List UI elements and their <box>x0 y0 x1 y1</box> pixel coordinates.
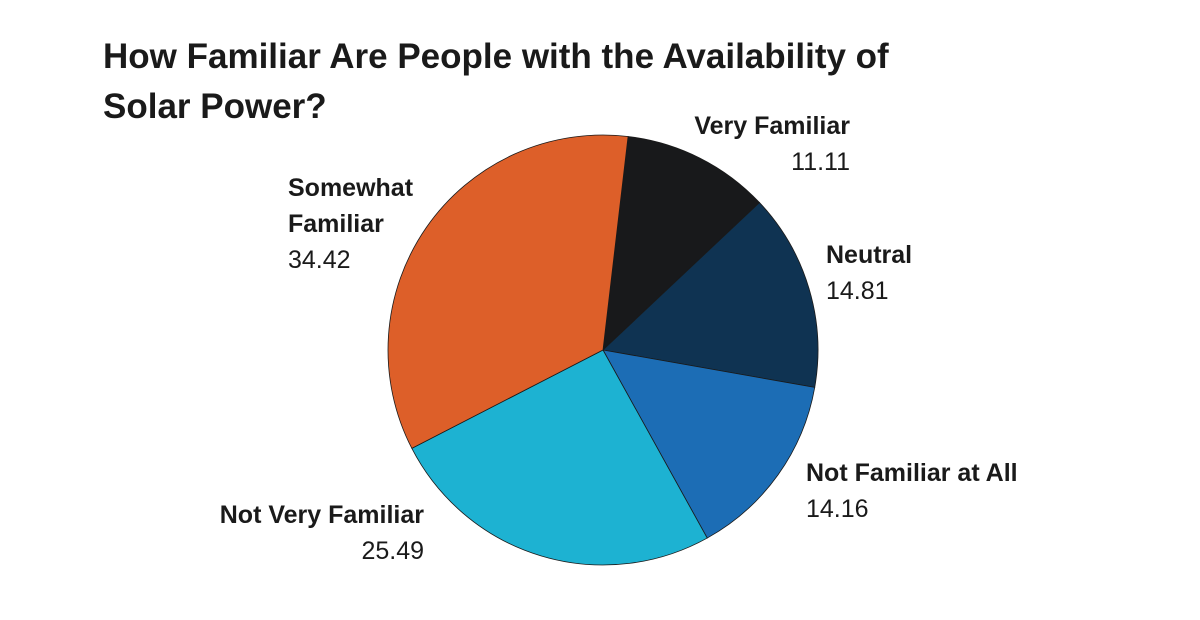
value-label: 25.49 <box>361 537 424 565</box>
value-label: 14.16 <box>806 495 869 523</box>
category-label: Not Familiar at All <box>806 459 1018 487</box>
pie-slice <box>411 349 708 566</box>
value-label: 34.42 <box>288 246 351 274</box>
slice-label: Neutral 14.81 <box>826 237 1026 309</box>
pie-slice <box>602 136 761 352</box>
slice-label: Not Very Familiar 25.49 <box>164 497 424 569</box>
category-label: Not Very Familiar <box>219 501 424 529</box>
pie-slice <box>387 134 629 449</box>
pie-slice <box>602 349 816 539</box>
pie-slice <box>602 201 819 388</box>
value-label: 11.11 <box>791 148 850 176</box>
value-label: 14.81 <box>826 277 889 305</box>
category-label: Very Familiar <box>694 112 850 140</box>
category-label: Neutral <box>826 241 913 269</box>
slice-label: Very Familiar 11.11 <box>630 108 850 180</box>
chart-title: How Familiar Are People with the Availab… <box>103 37 889 126</box>
slice-label: Somewhat Familiar 34.42 <box>288 170 438 278</box>
slice-label: Not Familiar at All 14.16 <box>806 455 1066 527</box>
category-label: Somewhat Familiar <box>288 174 414 238</box>
